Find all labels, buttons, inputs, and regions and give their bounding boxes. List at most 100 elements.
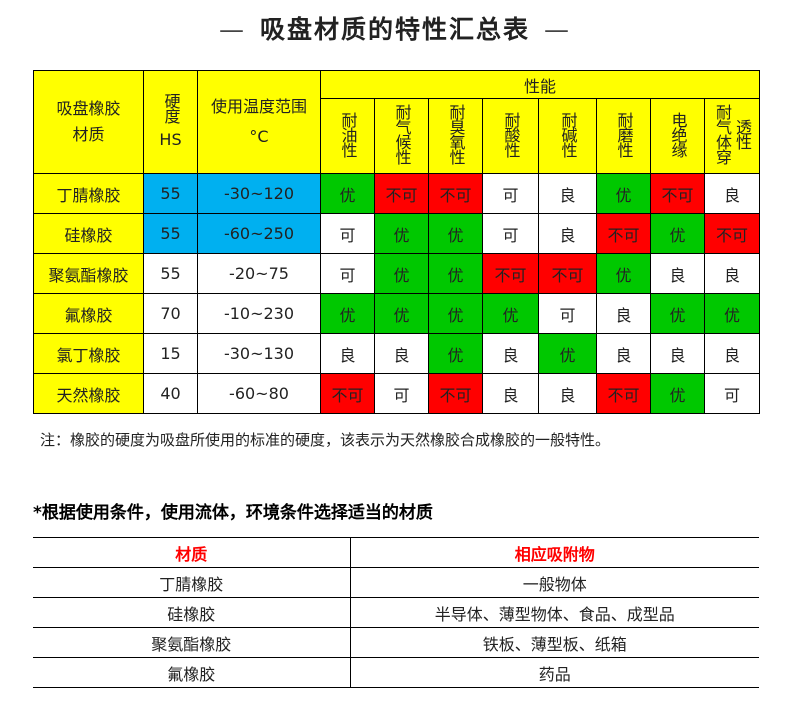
hardness-cell: 15 <box>143 333 198 374</box>
material-properties-table: 吸盘橡胶 材质 硬度 HS 使用温度范围 °C 性能 耐油性 耐气候性 耐臭氧性 耐酸性 耐… <box>33 70 761 414</box>
rating-cell: 良 <box>596 333 651 374</box>
rating-cell: 良 <box>538 173 597 214</box>
header-property: 耐酸性 <box>482 98 539 174</box>
rating-cell: 可 <box>482 213 539 254</box>
rating-cell: 可 <box>320 213 375 254</box>
page-title: — 吸盘材质的特性汇总表 — <box>218 15 571 44</box>
rating-cell: 优 <box>482 293 539 334</box>
header-property: 耐磨性 <box>596 98 651 174</box>
rating-cell: 良 <box>596 293 651 334</box>
header-property: 耐臭氧性 <box>428 98 483 174</box>
adsorbed-object-cell: 药品 <box>350 657 759 688</box>
rating-cell: 不可 <box>596 373 651 414</box>
rating-cell: 可 <box>482 173 539 214</box>
header-property: 耐碱性 <box>538 98 597 174</box>
header-property: 耐气体穿 透性 <box>703 98 761 174</box>
material-cell: 丁腈橡胶 <box>33 173 144 214</box>
rating-cell: 优 <box>703 293 761 334</box>
table-header-row: 材质 相应吸附物 <box>33 537 759 568</box>
rating-cell: 优 <box>650 373 705 414</box>
material-cell: 天然橡胶 <box>33 373 144 414</box>
property-label: 耐油性 <box>338 111 358 157</box>
rating-cell: 优 <box>650 213 705 254</box>
material-cell: 硅橡胶 <box>33 597 351 628</box>
temperature-cell: -10~230 <box>197 293 321 334</box>
table-row: 硅橡胶 55 -60~250 可优优可良不可优不可 <box>33 213 761 254</box>
rating-cell: 优 <box>374 253 429 294</box>
rating-cell: 良 <box>374 333 429 374</box>
property-label: 耐碱性 <box>558 111 578 157</box>
table-row: 天然橡胶 40 -60~80 不可可不可良良不可优可 <box>33 373 761 414</box>
hardness-cell: 55 <box>143 213 198 254</box>
rating-cell: 不可 <box>374 173 429 214</box>
material-cell: 聚氨酯橡胶 <box>33 627 351 658</box>
rating-cell: 可 <box>538 293 597 334</box>
temperature-cell: -60~250 <box>197 213 321 254</box>
property-label: 耐磨性 <box>614 111 634 157</box>
temperature-cell: -20~75 <box>197 253 321 294</box>
header-hardness: 硬度 HS <box>143 70 198 174</box>
rating-cell: 优 <box>320 293 375 334</box>
hardness-cell: 70 <box>143 293 198 334</box>
rating-cell: 优 <box>538 333 597 374</box>
hardness-cell: 40 <box>143 373 198 414</box>
header-property: 电绝缘 <box>650 98 705 174</box>
adsorption-table: 材质 相应吸附物 丁腈橡胶 一般物体 硅橡胶 半导体、薄型物体、食品、成型品 聚氨酯橡胶… <box>33 537 759 688</box>
rating-cell: 良 <box>320 333 375 374</box>
header-adsorbed-object: 相应吸附物 <box>350 537 759 568</box>
property-label: 透性 <box>733 119 752 149</box>
rating-cell: 可 <box>374 373 429 414</box>
hardness-cell: 55 <box>143 253 198 294</box>
material-cell: 硅橡胶 <box>33 213 144 254</box>
temperature-cell: -30~130 <box>197 333 321 374</box>
rating-cell: 良 <box>703 253 761 294</box>
adsorbed-object-cell: 一般物体 <box>350 567 759 598</box>
rating-cell: 优 <box>596 253 651 294</box>
table-note: 注：橡胶的硬度为吸盘所使用的标准的硬度，该表示为天然橡胶合成橡胶的一般特性。 <box>40 431 611 449</box>
rating-cell: 优 <box>428 253 483 294</box>
table-row: 氟橡胶 药品 <box>33 657 759 688</box>
table-row: 聚氨酯橡胶 55 -20~75 可优优不可 不可优良良 <box>33 253 761 294</box>
rating-cell: 不可 <box>482 253 539 294</box>
rating-cell: 良 <box>538 373 597 414</box>
rating-cell: 优 <box>428 213 483 254</box>
rating-cell: 不可 <box>320 373 375 414</box>
rating-cell: 优 <box>596 173 651 214</box>
rating-cell: 优 <box>650 293 705 334</box>
header-material: 吸盘橡胶 材质 <box>33 70 144 174</box>
rating-cell: 良 <box>703 333 761 374</box>
property-label: 耐酸性 <box>501 111 521 157</box>
property-label: 电绝缘 <box>668 111 688 157</box>
table-row: 硅橡胶 半导体、薄型物体、食品、成型品 <box>33 597 759 628</box>
material-cell: 氯丁橡胶 <box>33 333 144 374</box>
section-title: *根据使用条件，使用流体，环境条件选择适当的材质 <box>33 503 433 523</box>
rating-cell: 优 <box>428 293 483 334</box>
table-row: 丁腈橡胶 55 -30~120 优不可 不可可良优不可良 <box>33 173 761 214</box>
rating-cell: 良 <box>703 173 761 214</box>
rating-cell: 不可 <box>596 213 651 254</box>
material-cell: 氟橡胶 <box>33 293 144 334</box>
rating-cell: 可 <box>703 373 761 414</box>
rating-cell: 不可 <box>428 173 483 214</box>
material-cell: 聚氨酯橡胶 <box>33 253 144 294</box>
rating-cell: 可 <box>320 253 375 294</box>
temperature-cell: -30~120 <box>197 173 321 214</box>
rating-cell: 良 <box>650 253 705 294</box>
property-label: 耐气候性 <box>392 104 412 164</box>
rating-cell: 良 <box>538 213 597 254</box>
rating-cell: 优 <box>428 333 483 374</box>
table-row: 丁腈橡胶 一般物体 <box>33 567 759 598</box>
table-row: 聚氨酯橡胶 铁板、薄型板、纸箱 <box>33 627 759 658</box>
temperature-cell: -60~80 <box>197 373 321 414</box>
material-cell: 丁腈橡胶 <box>33 567 351 598</box>
property-label: 耐气体穿 <box>713 104 732 164</box>
header-property: 耐油性 <box>320 98 375 174</box>
rating-cell: 优 <box>320 173 375 214</box>
rating-cell: 不可 <box>650 173 705 214</box>
rating-cell: 良 <box>650 333 705 374</box>
rating-cell: 不可 <box>538 253 597 294</box>
material-cell: 氟橡胶 <box>33 657 351 688</box>
header-material: 材质 <box>33 537 351 568</box>
rating-cell: 优 <box>374 213 429 254</box>
header-property: 耐气候性 <box>374 98 429 174</box>
